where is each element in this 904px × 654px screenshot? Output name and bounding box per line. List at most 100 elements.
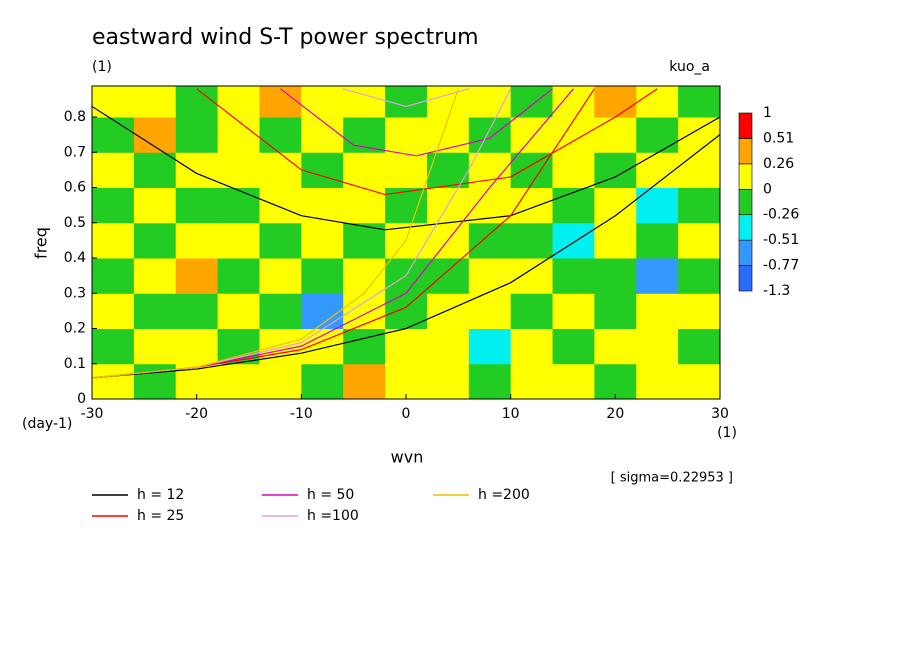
field-cell [678,363,720,399]
field-cell [385,328,428,365]
field-cell [552,222,595,259]
field-cell [385,363,428,399]
field-cell [133,328,177,365]
chart-title: eastward wind S-T power spectrum [92,25,479,50]
x-unit: (1) [717,425,737,441]
y-unit: (day-1) [22,416,72,432]
field-cell [217,187,260,224]
field-cell [343,152,386,189]
field-cell [510,258,554,294]
field-cell [636,86,679,118]
field-cell [259,293,302,330]
field-cell [259,363,302,399]
legend-label: h = 50 [307,487,354,503]
x-axis-label: wvn [391,448,424,467]
field-cell [468,222,512,259]
field-cell [510,363,554,399]
field-cell [133,293,177,330]
field-cell [594,187,637,224]
y-tick-label: 0.6 [64,180,86,196]
field-cell [510,152,554,189]
field-cell [552,86,595,118]
field-cell [636,258,679,294]
legend-label: h = 12 [137,487,184,503]
field-cell [92,363,135,399]
colorbar-box [738,138,753,165]
field-cell [92,86,135,118]
colorbar-box [738,265,753,292]
field-cell [510,293,554,330]
field-cell [636,328,679,365]
y-tick-label: 0.1 [64,356,86,372]
field-cell [385,86,428,118]
field-cell [301,117,344,153]
field-cell [92,328,135,365]
y-axis-label: freq [32,227,51,259]
field-cell [594,293,637,330]
field-cell [594,86,637,118]
field-cell [385,293,428,330]
field-cell [636,363,679,399]
field-cell [217,86,260,118]
field-cell [385,117,428,153]
field-cell [259,258,302,294]
field-cell [510,222,554,259]
field-cell [343,222,386,259]
field-cell [301,363,344,399]
field-cell [678,117,720,153]
field-cell [175,293,219,330]
x-tick-label: 30 [711,406,729,422]
field-cell [259,152,302,189]
y-tick-label: 0.8 [64,109,86,125]
colorbar-box [738,188,753,216]
field-cell [426,258,470,294]
colorbar-label: -0.51 [763,232,799,248]
field-cell [133,222,177,259]
colorbar-box [738,112,753,139]
dispersion-curve [92,88,459,379]
dispersion-curve [92,105,720,231]
field-cell [175,222,219,259]
field-cell [510,117,554,153]
field-cell [92,293,135,330]
field-cell [594,117,637,153]
field-cell [552,152,595,189]
field-cell [552,328,595,365]
field-cell [678,152,720,189]
x-tick-label: 0 [402,406,411,422]
y-tick-label: 0.2 [64,321,86,337]
x-tick-label: 20 [606,406,624,422]
field-cell [552,258,595,294]
field-cell [301,152,344,189]
legend-label: h =100 [307,508,359,524]
contour-field [92,86,720,399]
dispersion-curve [280,88,553,157]
field-cell [552,293,595,330]
colorbar-box [738,239,753,266]
y-tick-label: 0.7 [64,144,86,160]
field-cell [343,258,386,294]
field-cell [259,117,302,153]
field-cell [343,187,386,224]
field-cell [301,222,344,259]
field-cell [510,328,554,365]
field-cell [175,258,219,294]
field-cell [426,152,470,189]
field-cell [217,293,260,330]
dispersion-curves [92,88,720,379]
field-cell [636,222,679,259]
legend-label: h = 25 [137,508,184,524]
field-cell [175,328,219,365]
dispersion-curve [196,88,658,196]
field-cell [552,363,595,399]
field-cell [133,363,177,399]
run-label: kuo_a [669,59,710,75]
field-cell [92,117,135,153]
field-cell [259,187,302,224]
colorbar-label: 0.51 [763,130,794,146]
y-tick-label: 0.5 [64,215,86,231]
colorbar-label: -0.77 [763,258,799,274]
field-cell [468,328,512,365]
field-cell [385,187,428,224]
